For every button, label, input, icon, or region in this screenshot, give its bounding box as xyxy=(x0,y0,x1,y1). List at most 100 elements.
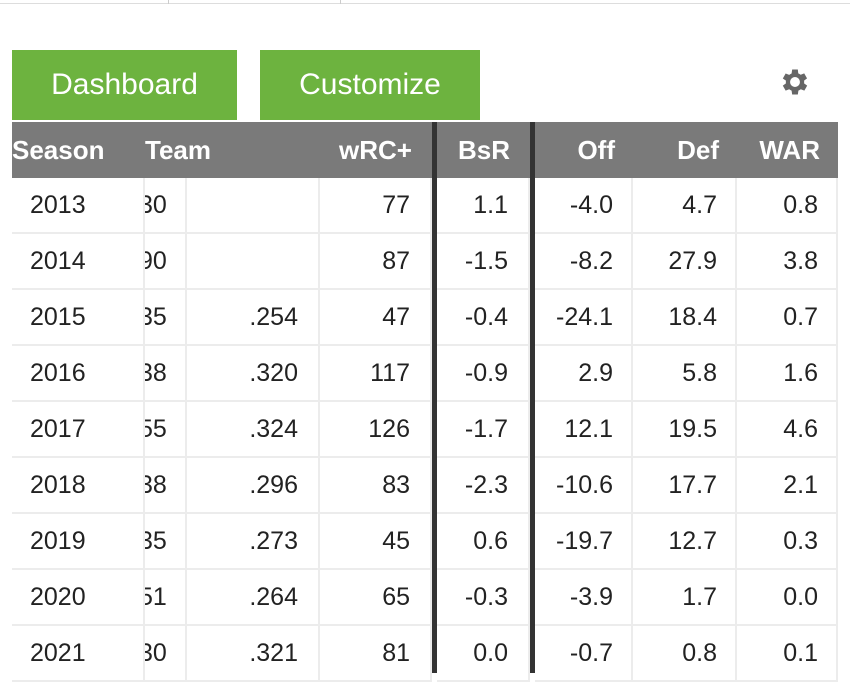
table-cell: 4.7 xyxy=(633,178,737,234)
cell-text: -1.5 xyxy=(464,246,508,275)
table-cell: -1.5 xyxy=(437,234,530,290)
cell-text: 0.7 xyxy=(783,302,818,331)
settings-gear[interactable] xyxy=(778,65,812,99)
table-cell: 0.8 xyxy=(737,178,838,234)
cell-text: 81 xyxy=(382,638,410,667)
table-cell: 0.0 xyxy=(737,570,838,626)
cell-text: 35 xyxy=(145,526,167,555)
cell-text: -24.1 xyxy=(556,302,613,331)
cell-text: -0.3 xyxy=(464,582,508,611)
customize-button[interactable]: Customize xyxy=(260,50,480,120)
header-cell: BsR xyxy=(437,122,530,178)
cell-text: 2020 xyxy=(30,582,86,611)
table-cell: 2018 xyxy=(12,458,145,514)
cell-text: -2.3 xyxy=(464,470,508,499)
cell-text: 1.6 xyxy=(783,358,818,387)
table-cell: 19.5 xyxy=(633,402,737,458)
header-cell: Def xyxy=(633,122,737,178)
cell-text: 51 xyxy=(145,582,167,611)
cell-text: 12.1 xyxy=(564,414,613,443)
table-cell: -24.1 xyxy=(535,290,633,346)
cell-text: -8.2 xyxy=(569,246,613,275)
cell-text: 30 xyxy=(145,638,167,667)
table-cell: 47 xyxy=(320,290,432,346)
cell-text: 4.6 xyxy=(783,414,818,443)
cell-text: 1.7 xyxy=(682,582,717,611)
cell-text: .273 xyxy=(249,526,298,555)
table-cell: 30 xyxy=(145,178,187,234)
table-cell: 4.6 xyxy=(737,402,838,458)
table-cell: 1.1 xyxy=(437,178,530,234)
table-cell: 0.3 xyxy=(737,514,838,570)
cell-text: 47 xyxy=(382,302,410,331)
cell-text: 3.8 xyxy=(783,246,818,275)
table-cell: .254 xyxy=(187,290,320,346)
table-cell: -10.6 xyxy=(535,458,633,514)
cell-text: 0.0 xyxy=(783,582,818,611)
table-cell: 12.1 xyxy=(535,402,633,458)
column-divider xyxy=(530,122,535,673)
cell-text: 87 xyxy=(382,246,410,275)
table-cell: 2021 xyxy=(12,626,145,682)
table-cell: 90 xyxy=(145,234,187,290)
table-cell: .296 xyxy=(187,458,320,514)
cell-text: -10.6 xyxy=(556,470,613,499)
cell-text: 2.9 xyxy=(578,358,613,387)
header-cell: Off xyxy=(535,122,633,178)
table-cell: 0.6 xyxy=(437,514,530,570)
table-cell: 126 xyxy=(320,402,432,458)
table-cell: 35 xyxy=(145,514,187,570)
tab-divider xyxy=(168,0,169,4)
table-cell: 17.7 xyxy=(633,458,737,514)
table-cell: 2020 xyxy=(12,570,145,626)
cell-text: 35 xyxy=(145,302,167,331)
table-cell: 2.1 xyxy=(737,458,838,514)
table-cell: 35 xyxy=(145,290,187,346)
table-cell: 0.8 xyxy=(633,626,737,682)
cell-text: 38 xyxy=(145,358,167,387)
table-cell: 38 xyxy=(145,346,187,402)
table-cell: 0.0 xyxy=(437,626,530,682)
cell-text: -1.7 xyxy=(464,414,508,443)
table-cell: 2013 xyxy=(12,178,145,234)
cell-text: 77 xyxy=(382,190,410,219)
table-cell: 1.6 xyxy=(737,346,838,402)
table-cell: -0.7 xyxy=(535,626,633,682)
cell-text: .254 xyxy=(249,302,298,331)
table-cell: -0.9 xyxy=(437,346,530,402)
cell-text: 17.7 xyxy=(668,470,717,499)
table-cell: .324 xyxy=(187,402,320,458)
table-cell: .320 xyxy=(187,346,320,402)
column-divider xyxy=(432,122,437,673)
cell-text: 2018 xyxy=(30,470,86,499)
dashboard-button[interactable]: Dashboard xyxy=(12,50,237,120)
table-cell xyxy=(187,234,320,290)
table-cell: 2016 xyxy=(12,346,145,402)
table-cell: 0.7 xyxy=(737,290,838,346)
table-cell: 2015 xyxy=(12,290,145,346)
cell-text: 55 xyxy=(145,414,167,443)
cell-text: 12.7 xyxy=(668,526,717,555)
header-cell: Season xyxy=(12,122,145,178)
table-cell: 0.1 xyxy=(737,626,838,682)
cell-text: 0.3 xyxy=(783,526,818,555)
cell-text: .296 xyxy=(249,470,298,499)
cell-text: -3.9 xyxy=(569,582,613,611)
table-cell: -2.3 xyxy=(437,458,530,514)
cell-text: 45 xyxy=(382,526,410,555)
cell-text: -19.7 xyxy=(556,526,613,555)
cell-text: 0.8 xyxy=(682,638,717,667)
cell-text: 117 xyxy=(370,358,410,387)
table-cell: -8.2 xyxy=(535,234,633,290)
cell-text: 2015 xyxy=(30,302,86,331)
cell-text: .264 xyxy=(249,582,298,611)
cell-text: -0.9 xyxy=(464,358,508,387)
table-cell: .321 xyxy=(187,626,320,682)
cell-text: 2016 xyxy=(30,358,86,387)
cell-text: 30 xyxy=(145,190,167,219)
cell-text: 19.5 xyxy=(668,414,717,443)
cell-text: -0.4 xyxy=(464,302,508,331)
table-cell: 51 xyxy=(145,570,187,626)
tab-strip xyxy=(0,0,850,4)
